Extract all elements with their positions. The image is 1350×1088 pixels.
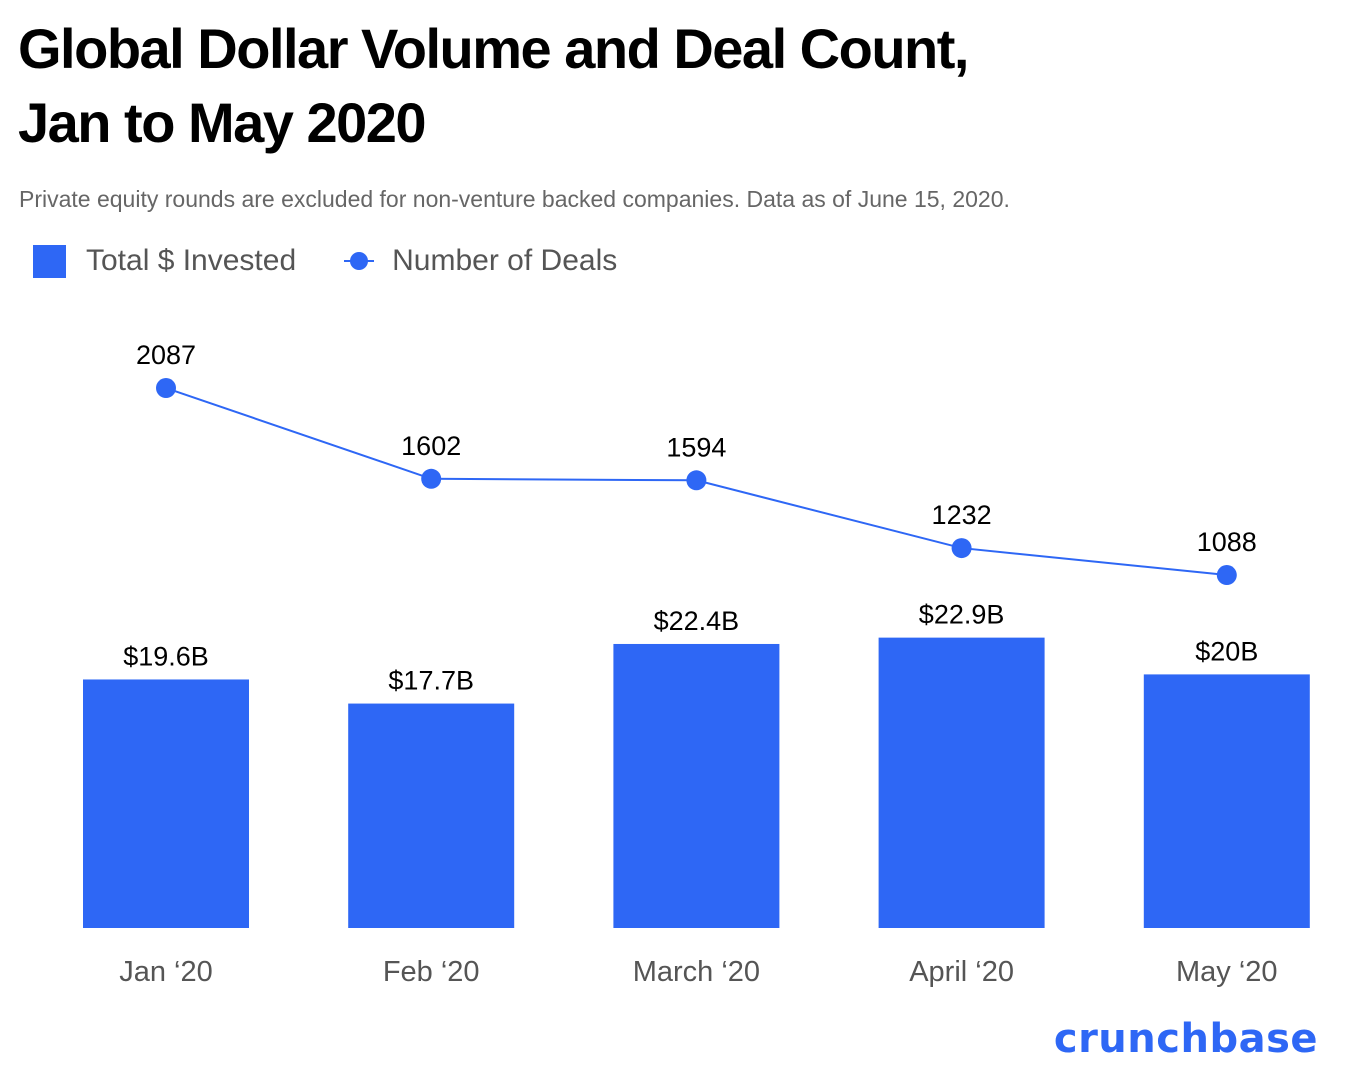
bar-label-2: $22.4B xyxy=(654,606,740,636)
x-tick-label-1: Feb ‘20 xyxy=(383,956,480,988)
bar-1 xyxy=(348,703,515,928)
deals-point-1 xyxy=(421,468,442,489)
bar-label-0: $19.6B xyxy=(123,641,209,671)
chart-title-line-1: Global Dollar Volume and Deal Count, xyxy=(18,17,969,80)
deals-label-1: 1602 xyxy=(401,431,461,461)
chart-subtitle: Private equity rounds are excluded for n… xyxy=(19,186,1010,212)
legend-label-deals: Number of Deals xyxy=(392,244,618,277)
bar-2 xyxy=(613,643,780,928)
legend-label-invested: Total $ Invested xyxy=(86,244,297,277)
x-tick-label-3: April ‘20 xyxy=(909,956,1014,988)
deals-label-4: 1088 xyxy=(1197,527,1257,557)
bar-0 xyxy=(83,679,249,928)
bar-3 xyxy=(878,637,1045,928)
deals-label-3: 1232 xyxy=(932,500,992,530)
x-tick-label-4: May ‘20 xyxy=(1176,956,1278,988)
x-tick-label-0: Jan ‘20 xyxy=(119,956,213,988)
chart-title-line-2: Jan to May 2020 xyxy=(18,91,427,154)
bar-label-1: $17.7B xyxy=(388,666,474,696)
bar-4 xyxy=(1143,674,1310,928)
deals-point-3 xyxy=(951,538,972,559)
x-tick-label-2: March ‘20 xyxy=(633,956,760,988)
bar-label-4: $20B xyxy=(1195,636,1258,666)
deals-point-0 xyxy=(156,378,176,399)
legend-line-marker xyxy=(344,251,375,271)
deals-label-2: 1594 xyxy=(666,432,726,462)
legend: Total $ Invested Number of Deals xyxy=(33,244,617,278)
deals-point-2 xyxy=(686,470,707,491)
deals-label-0: 2087 xyxy=(136,340,196,370)
deals-point-4 xyxy=(1216,565,1237,586)
crunchbase-logo: crunchbase xyxy=(1053,1016,1318,1062)
bar-label-3: $22.9B xyxy=(919,600,1005,630)
legend-bar-swatch xyxy=(33,244,66,278)
chart-title: Global Dollar Volume and Deal Count, Jan… xyxy=(18,12,969,160)
